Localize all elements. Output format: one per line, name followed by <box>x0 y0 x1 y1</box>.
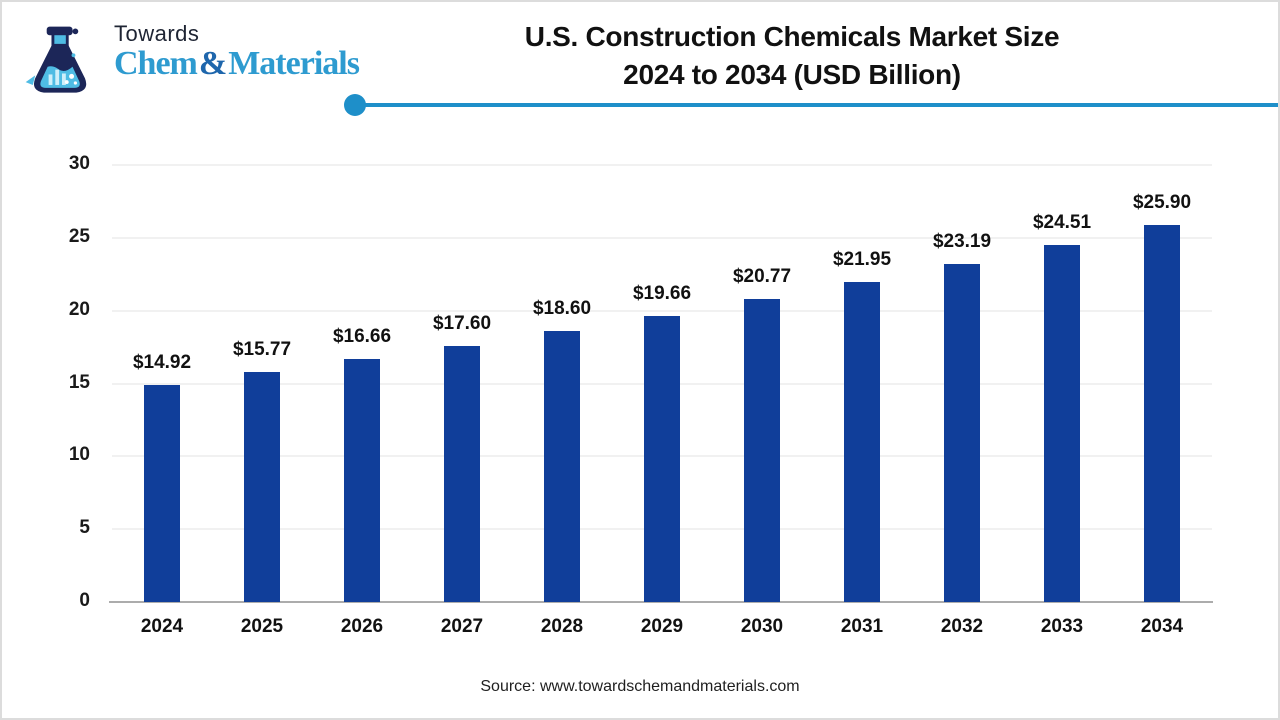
y-axis-tick-label: 5 <box>79 517 90 539</box>
bar-value-label: $25.90 <box>1132 191 1192 213</box>
bar <box>344 359 380 602</box>
y-axis-tick-label: 30 <box>68 153 90 174</box>
bar <box>1044 244 1080 602</box>
bar <box>444 345 480 602</box>
x-axis-category-label: 2034 <box>1140 616 1184 637</box>
chart-title-line2: 2024 to 2034 (USD Billion) <box>623 59 961 90</box>
bar-value-label: $19.66 <box>632 282 692 304</box>
gridline <box>112 164 1212 166</box>
bar <box>244 372 280 602</box>
bar-value-label: $23.19 <box>932 231 992 253</box>
x-axis-category-label: 2033 <box>1040 616 1084 637</box>
bar-value-label: $18.60 <box>532 298 592 320</box>
bar-value-label: $16.66 <box>332 326 392 348</box>
bar <box>144 384 180 602</box>
x-axis-category-label: 2032 <box>940 616 984 637</box>
y-axis-tick-label: 20 <box>68 298 90 320</box>
bar <box>944 264 980 602</box>
y-axis-tick-label: 0 <box>79 590 90 611</box>
chart-title: U.S. Construction Chemicals Market Size … <box>392 18 1192 94</box>
x-axis-line <box>109 601 1213 603</box>
x-axis-category-label: 2026 <box>340 616 384 637</box>
y-axis-tick-label: 25 <box>68 225 90 247</box>
y-axis-tick-label: 10 <box>68 444 90 466</box>
x-axis-category-label: 2031 <box>840 616 884 637</box>
chart-title-line1: U.S. Construction Chemicals Market Size <box>524 21 1060 52</box>
bar <box>844 282 880 602</box>
brand-logo-text: Towards Chem&Materials <box>114 21 360 82</box>
bar-value-label: $15.77 <box>232 339 292 361</box>
gridline <box>112 309 1212 312</box>
bar-value-label: $20.77 <box>732 266 792 288</box>
bar-value-label: $14.92 <box>132 351 192 373</box>
x-axis-category-label: 2025 <box>240 616 284 637</box>
bar-value-label: $17.60 <box>432 312 492 334</box>
logo-ampersand: & <box>198 45 227 82</box>
gridline <box>112 236 1212 239</box>
x-axis-category-label: 2028 <box>540 616 584 637</box>
logo-towards-label: Towards <box>114 21 200 46</box>
brand-logo: Towards Chem&Materials <box>18 21 360 98</box>
x-axis-category-label: 2027 <box>440 616 484 637</box>
x-axis-category-label: 2029 <box>640 616 684 637</box>
logo-chem-label: Chem <box>114 45 198 82</box>
source-text: Source: www.towardschemandmaterials.com <box>480 678 800 695</box>
flask-icon <box>25 26 87 93</box>
bar-value-label: $24.51 <box>1032 211 1092 233</box>
bar <box>544 331 580 602</box>
divider-line <box>355 103 1278 107</box>
y-axis-tick-label: 15 <box>68 371 90 393</box>
bar-value-label: $21.95 <box>832 249 892 271</box>
bar <box>644 315 680 602</box>
bar <box>1144 224 1180 602</box>
bar <box>744 299 780 602</box>
x-axis-category-label: 2030 <box>740 616 784 637</box>
x-axis-category-label: 2024 <box>140 616 184 637</box>
logo-materials-label: Materials <box>228 45 360 82</box>
logo-brand-label: Chem&Materials <box>114 45 360 82</box>
